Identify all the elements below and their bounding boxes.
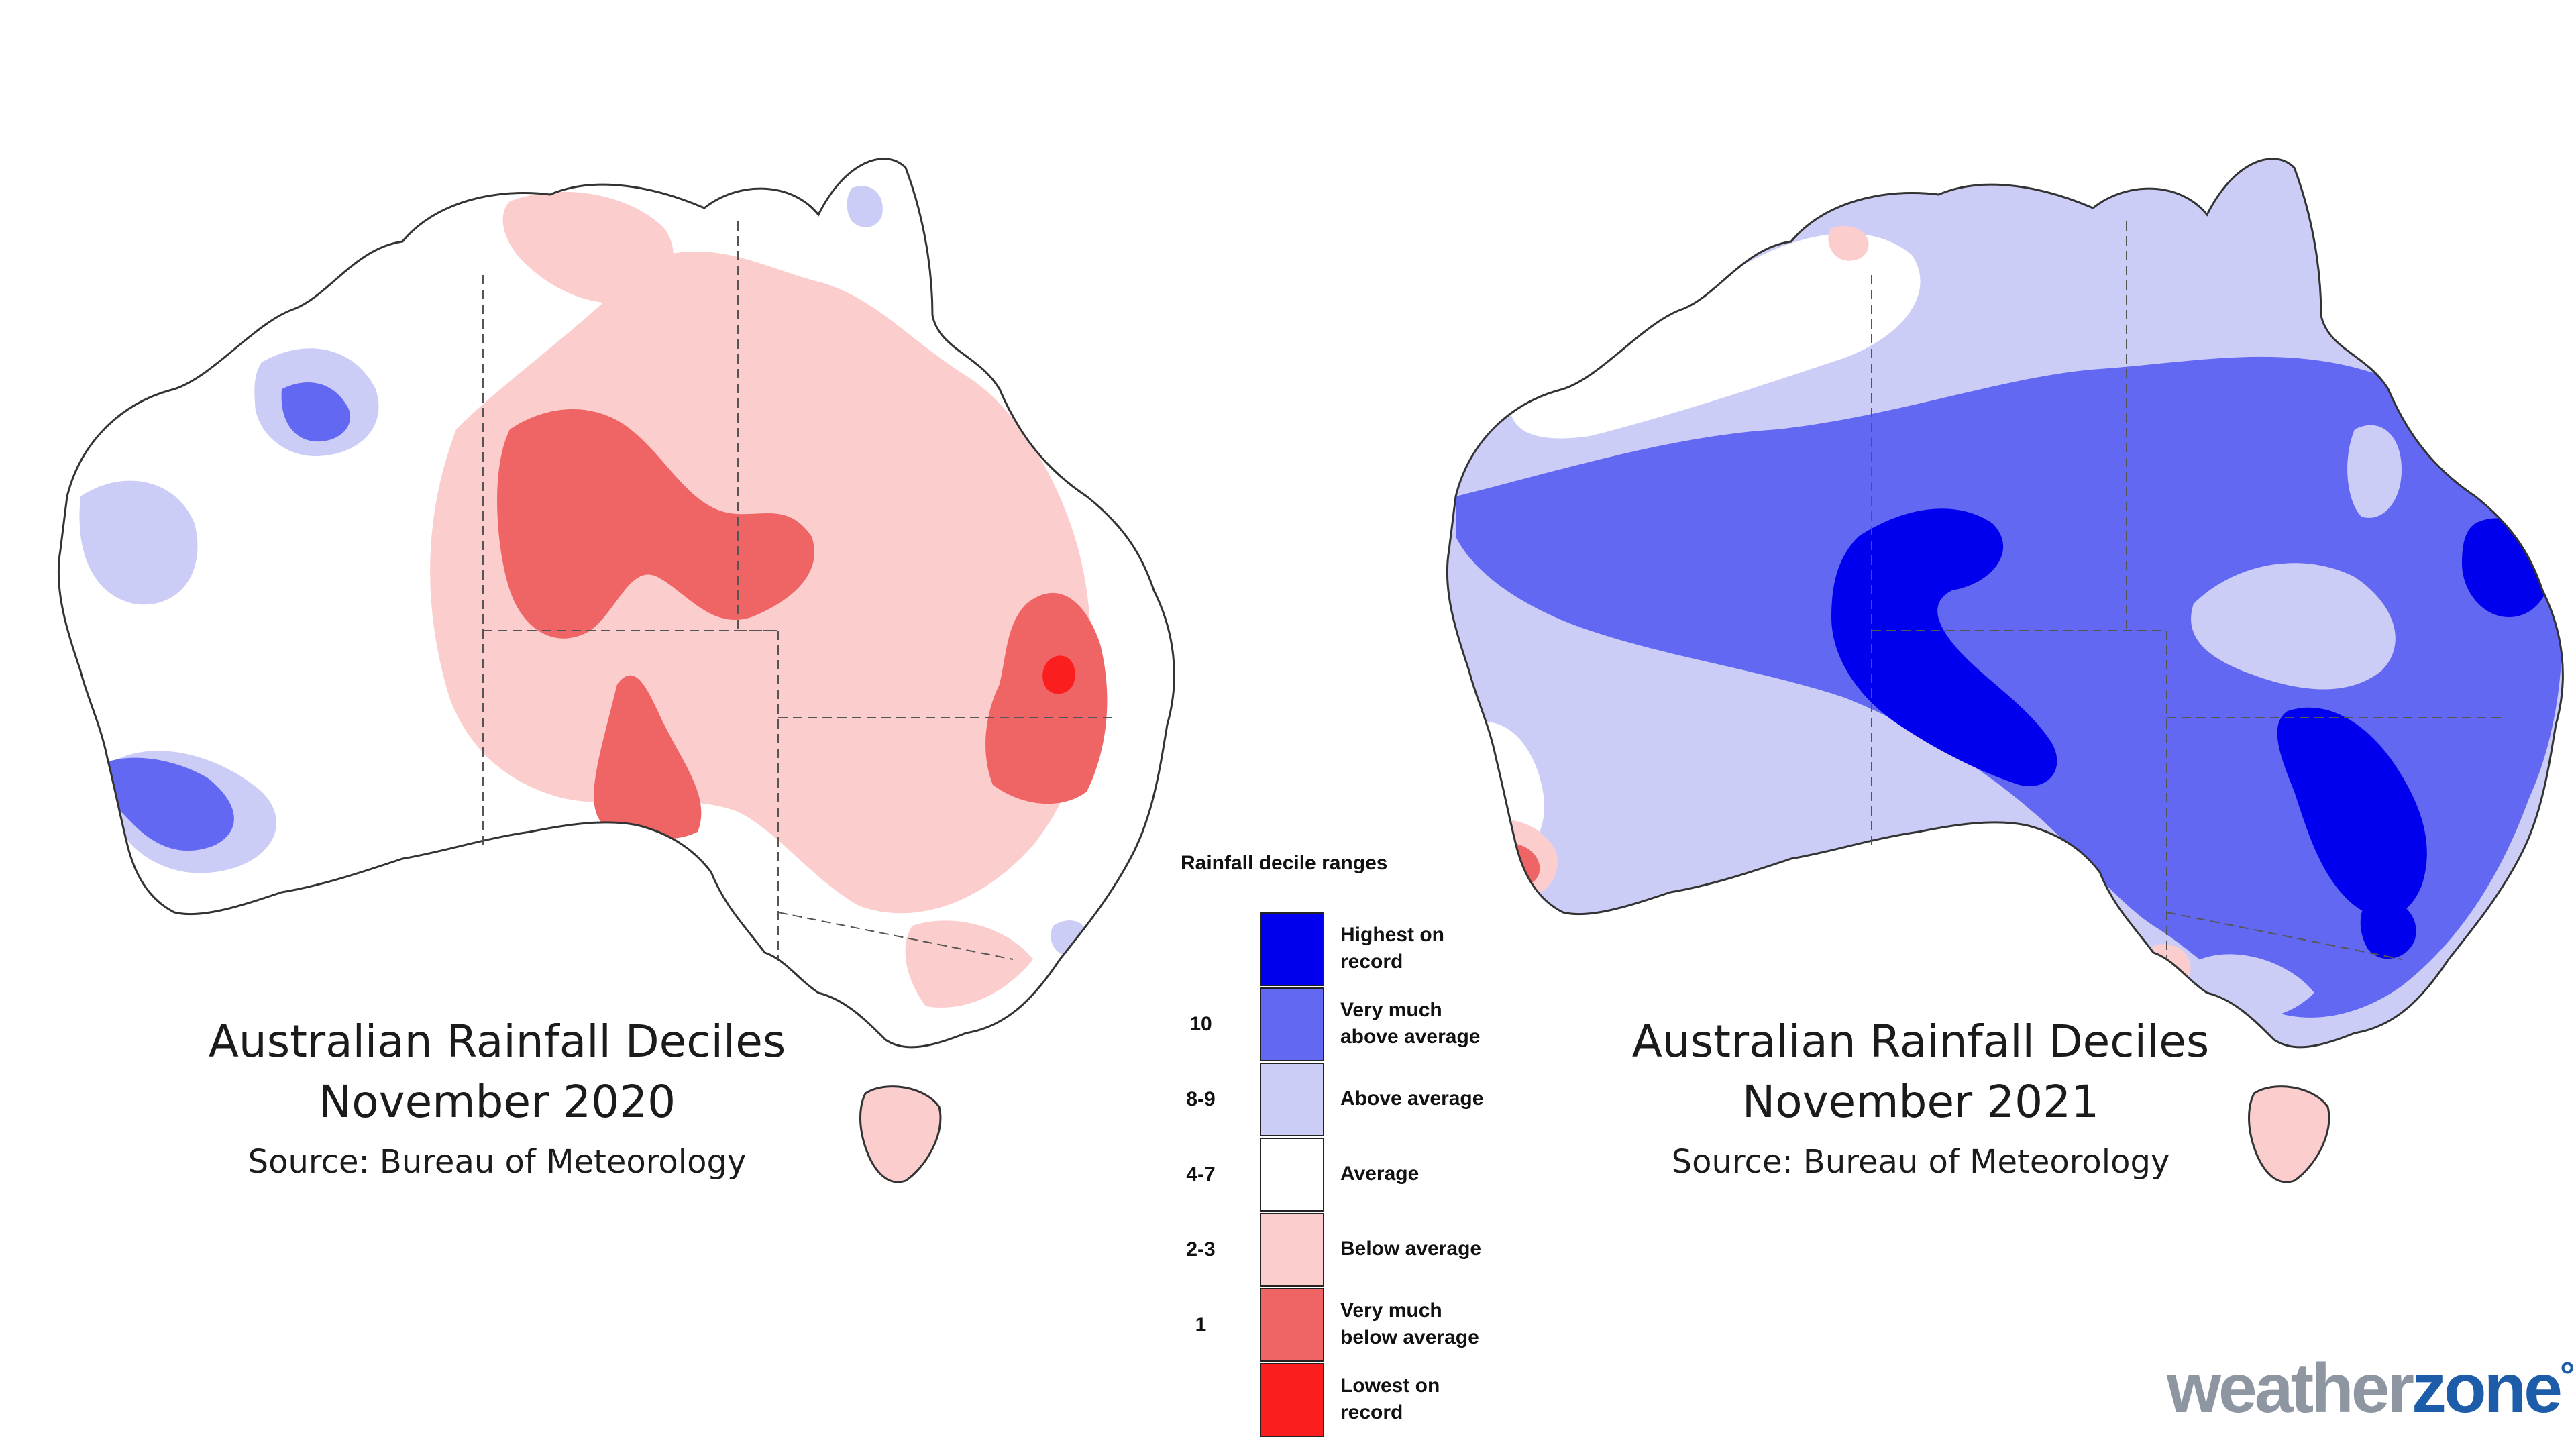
map-period: November 2021 (1741, 1076, 2100, 1128)
legend-label-line2: record (1340, 1401, 1403, 1424)
legend-row: 2-3 Below average (1167, 1213, 1516, 1287)
legend-range: 8-9 (1186, 1088, 1216, 1110)
region-very-much-below-average-south (594, 675, 702, 839)
caption-november-2020: Australian Rainfall Deciles November 202… (128, 1012, 866, 1187)
region-below-average-north (502, 191, 674, 303)
legend-label: Lowest on record (1340, 1373, 1515, 1426)
region-below-average-north (1828, 225, 1869, 261)
legend-row: Lowest on record (1167, 1363, 1516, 1437)
legend-swatch (1260, 1138, 1324, 1212)
region-very-much-above-average-northwest (281, 382, 350, 442)
legend-swatch (1260, 987, 1324, 1061)
legend-range: 2-3 (1186, 1238, 1216, 1260)
region-above-average-west (79, 480, 198, 605)
legend-range: 10 (1189, 1013, 1212, 1035)
map-title: Australian Rainfall Deciles (1631, 1016, 2210, 1067)
legend-label-line2: below average (1340, 1326, 1479, 1348)
state-borders-2021 (1871, 221, 2502, 960)
legend-row: 1 Very much below average (1167, 1288, 1516, 1362)
legend-swatch (1260, 1363, 1324, 1437)
legend-swatch (1260, 1288, 1324, 1362)
state-borders-2020 (482, 221, 1114, 960)
map-period: November 2020 (318, 1076, 676, 1128)
weatherzone-logo: weatherzone° (2167, 1348, 2575, 1429)
region-very-much-below-average-queensland (985, 592, 1108, 804)
legend-label: Highest on record (1340, 922, 1515, 975)
rainfall-map-november-2021 (1446, 158, 2564, 1183)
logo-text-zone: zone (2412, 1350, 2563, 1428)
legend-row: Highest on record (1167, 912, 1516, 986)
legend-title: Rainfall decile ranges (1181, 852, 1388, 874)
legend-range: 1 (1195, 1313, 1207, 1336)
legend-label-line1: Above average (1340, 1087, 1484, 1110)
legend-range: 4-7 (1186, 1163, 1216, 1185)
legend-label: Average (1340, 1161, 1515, 1187)
legend-label: Above average (1340, 1085, 1515, 1112)
region-highest-on-record-nsw (2277, 707, 2427, 917)
legend-row: 10 Very much above average (1167, 987, 1516, 1061)
region-lowest-on-record (1042, 655, 1075, 694)
caption-november-2021: Australian Rainfall Deciles November 202… (1552, 1012, 2290, 1187)
map-title: Australian Rainfall Deciles (208, 1016, 786, 1067)
region-above-average-northeast (2347, 425, 2402, 518)
legend-label-line1: Very much (1340, 1299, 1442, 1322)
map-source: Source: Bureau of Meteorology (1671, 1143, 2170, 1181)
legend-label-line1: Highest on (1340, 924, 1444, 946)
legend-label-line1: Very much (1340, 999, 1442, 1021)
legend-swatch (1260, 1063, 1324, 1136)
legend-label-line1: Lowest on (1340, 1375, 1440, 1397)
region-very-much-below-average-central (497, 409, 814, 639)
legend-label-line2: above average (1340, 1026, 1481, 1048)
australia-coastline-2021 (1446, 158, 2564, 1049)
legend-label-line2: record (1340, 951, 1403, 973)
rainfall-decile-legend: Rainfall decile ranges Highest on record 1… (1167, 852, 1516, 1442)
legend-row: 8-9 Above average (1167, 1063, 1516, 1136)
legend-label-line1: Average (1340, 1163, 1419, 1185)
legend-label: Very much below average (1340, 1297, 1515, 1351)
australia-coastline-2020 (57, 158, 1175, 1049)
logo-degree-mark: ° (2559, 1354, 2575, 1396)
map-source: Source: Bureau of Meteorology (248, 1143, 747, 1181)
legend-label: Very much above average (1340, 997, 1515, 1051)
legend-row: 4-7 Average (1167, 1138, 1516, 1212)
region-average-northwest (1509, 233, 1921, 439)
legend-label-line1: Below average (1340, 1238, 1482, 1260)
region-highest-on-record-central (1831, 508, 2057, 786)
tasmania-outline-2020 (859, 1085, 942, 1183)
region-highest-on-record-victoria (2360, 898, 2416, 959)
region-above-average-central (2191, 563, 2396, 690)
region-very-much-above-average-southwest (99, 757, 234, 851)
region-below-average-southeast (905, 920, 1033, 1008)
legend-label: Below average (1340, 1236, 1515, 1263)
legend-swatch (1260, 912, 1324, 986)
region-above-average-northeast (847, 186, 883, 227)
legend-swatch (1260, 1213, 1324, 1287)
rainfall-map-november-2020 (57, 158, 1175, 1183)
region-very-much-above-average (1456, 356, 2563, 1018)
logo-text-weather: weather (2167, 1350, 2414, 1428)
tasmania-outline-2021 (2248, 1085, 2330, 1183)
